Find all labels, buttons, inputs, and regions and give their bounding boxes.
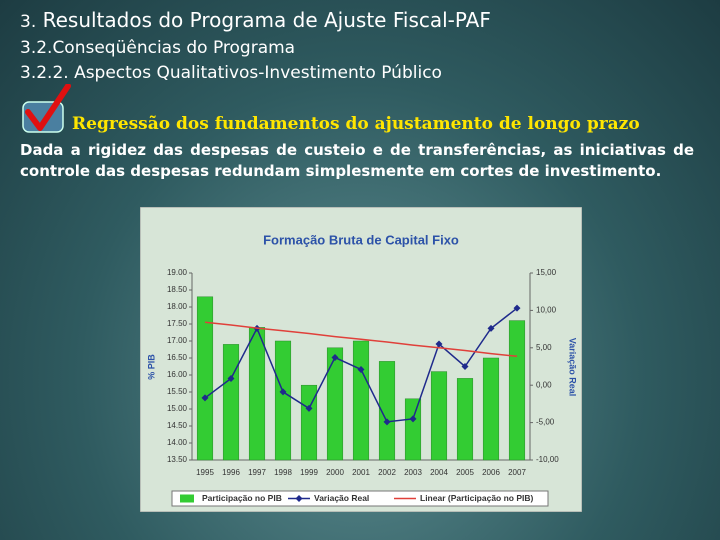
x-tick-label: 2000 [326,468,344,477]
bar [404,398,422,461]
trend-line [204,321,518,358]
legend-label: Participação no PIB [202,493,282,503]
line-marker [201,394,209,402]
line-marker [513,304,521,312]
line-marker [279,388,287,396]
line-marker [487,324,495,332]
y-tick-label: 18.50 [167,285,188,294]
bar [378,361,396,461]
y2-tick-label: 15,00 [536,268,557,277]
line-marker [305,404,313,412]
x-tick-label: 2001 [352,468,370,477]
line-marker [331,354,339,362]
y2-axis-label: Variação Real [568,338,578,397]
y-tick-label: 17.50 [167,319,188,328]
line-marker [357,365,365,373]
bar [326,347,344,461]
bar [300,384,318,461]
heading: Regressão dos fundamentos do ajustamento… [72,114,640,134]
y-tick-label: 15.00 [167,404,188,413]
x-tick-label: 2003 [404,468,422,477]
line-marker [409,415,417,423]
chart: Formação Bruta de Capital Fixo % PIB Var… [140,207,582,512]
title-number: 3. [20,12,37,32]
line-marker [383,418,391,426]
y-axis-label: % PIB [146,354,156,380]
x-tick-label: 1998 [274,468,292,477]
y-tick-label: 18.00 [167,302,188,311]
y2-tick-label: 5,00 [536,343,552,352]
line-marker [435,340,443,348]
section: 3.2.2. Aspectos Qualitativos-Investiment… [20,63,442,83]
subtitle: 3.2.Conseqüências do Programa [20,38,296,58]
bar [352,340,370,461]
bar [274,340,292,461]
check-icon [22,84,71,133]
y-tick-label: 15.50 [167,387,188,396]
y-tick-label: 17.00 [167,336,188,345]
bar [508,320,526,461]
x-tick-label: 2006 [482,468,500,477]
line-marker [461,363,469,370]
y-tick-label: 16.00 [167,370,188,379]
y2-tick-label: 0,00 [536,380,552,389]
y2-tick-label: 10,00 [536,306,557,315]
x-tick-label: 1997 [248,468,266,477]
legend-marker [295,495,303,502]
legend-label: Variação Real [314,493,369,503]
x-tick-label: 2005 [456,468,474,477]
chart-title: Formação Bruta de Capital Fixo [263,232,459,247]
bar [430,371,448,461]
y-tick-label: 14.50 [167,421,188,430]
legend-box [171,490,549,507]
x-tick-label: 2002 [378,468,396,477]
paragraph: Dada a rigidez das despesas de custeio e… [20,141,694,180]
bar [196,296,214,461]
y2-tick-label: -5,00 [536,418,555,427]
x-tick-label: 1995 [196,468,214,477]
legend-swatch [180,494,194,503]
x-tick-label: 2007 [508,468,526,477]
x-tick-label: 2004 [430,468,448,477]
y-tick-label: 14.00 [167,438,188,447]
bar [222,344,240,461]
bar [456,378,474,461]
y-tick-label: 16.50 [167,353,188,362]
x-tick-label: 1996 [222,468,240,477]
y-tick-label: 13.50 [167,455,188,464]
y2-tick-label: -10,00 [536,455,559,464]
bar [248,327,266,461]
bar [482,357,500,461]
legend-label: Linear (Participação no PIB) [420,493,534,503]
line-marker [227,374,235,382]
x-tick-label: 1999 [300,468,318,477]
y-tick-label: 19.00 [167,268,188,277]
title-text: Resultados do Programa de Ajuste Fiscal-… [42,8,491,32]
slide-title: 3. Resultados do Programa de Ajuste Fisc… [20,8,491,32]
